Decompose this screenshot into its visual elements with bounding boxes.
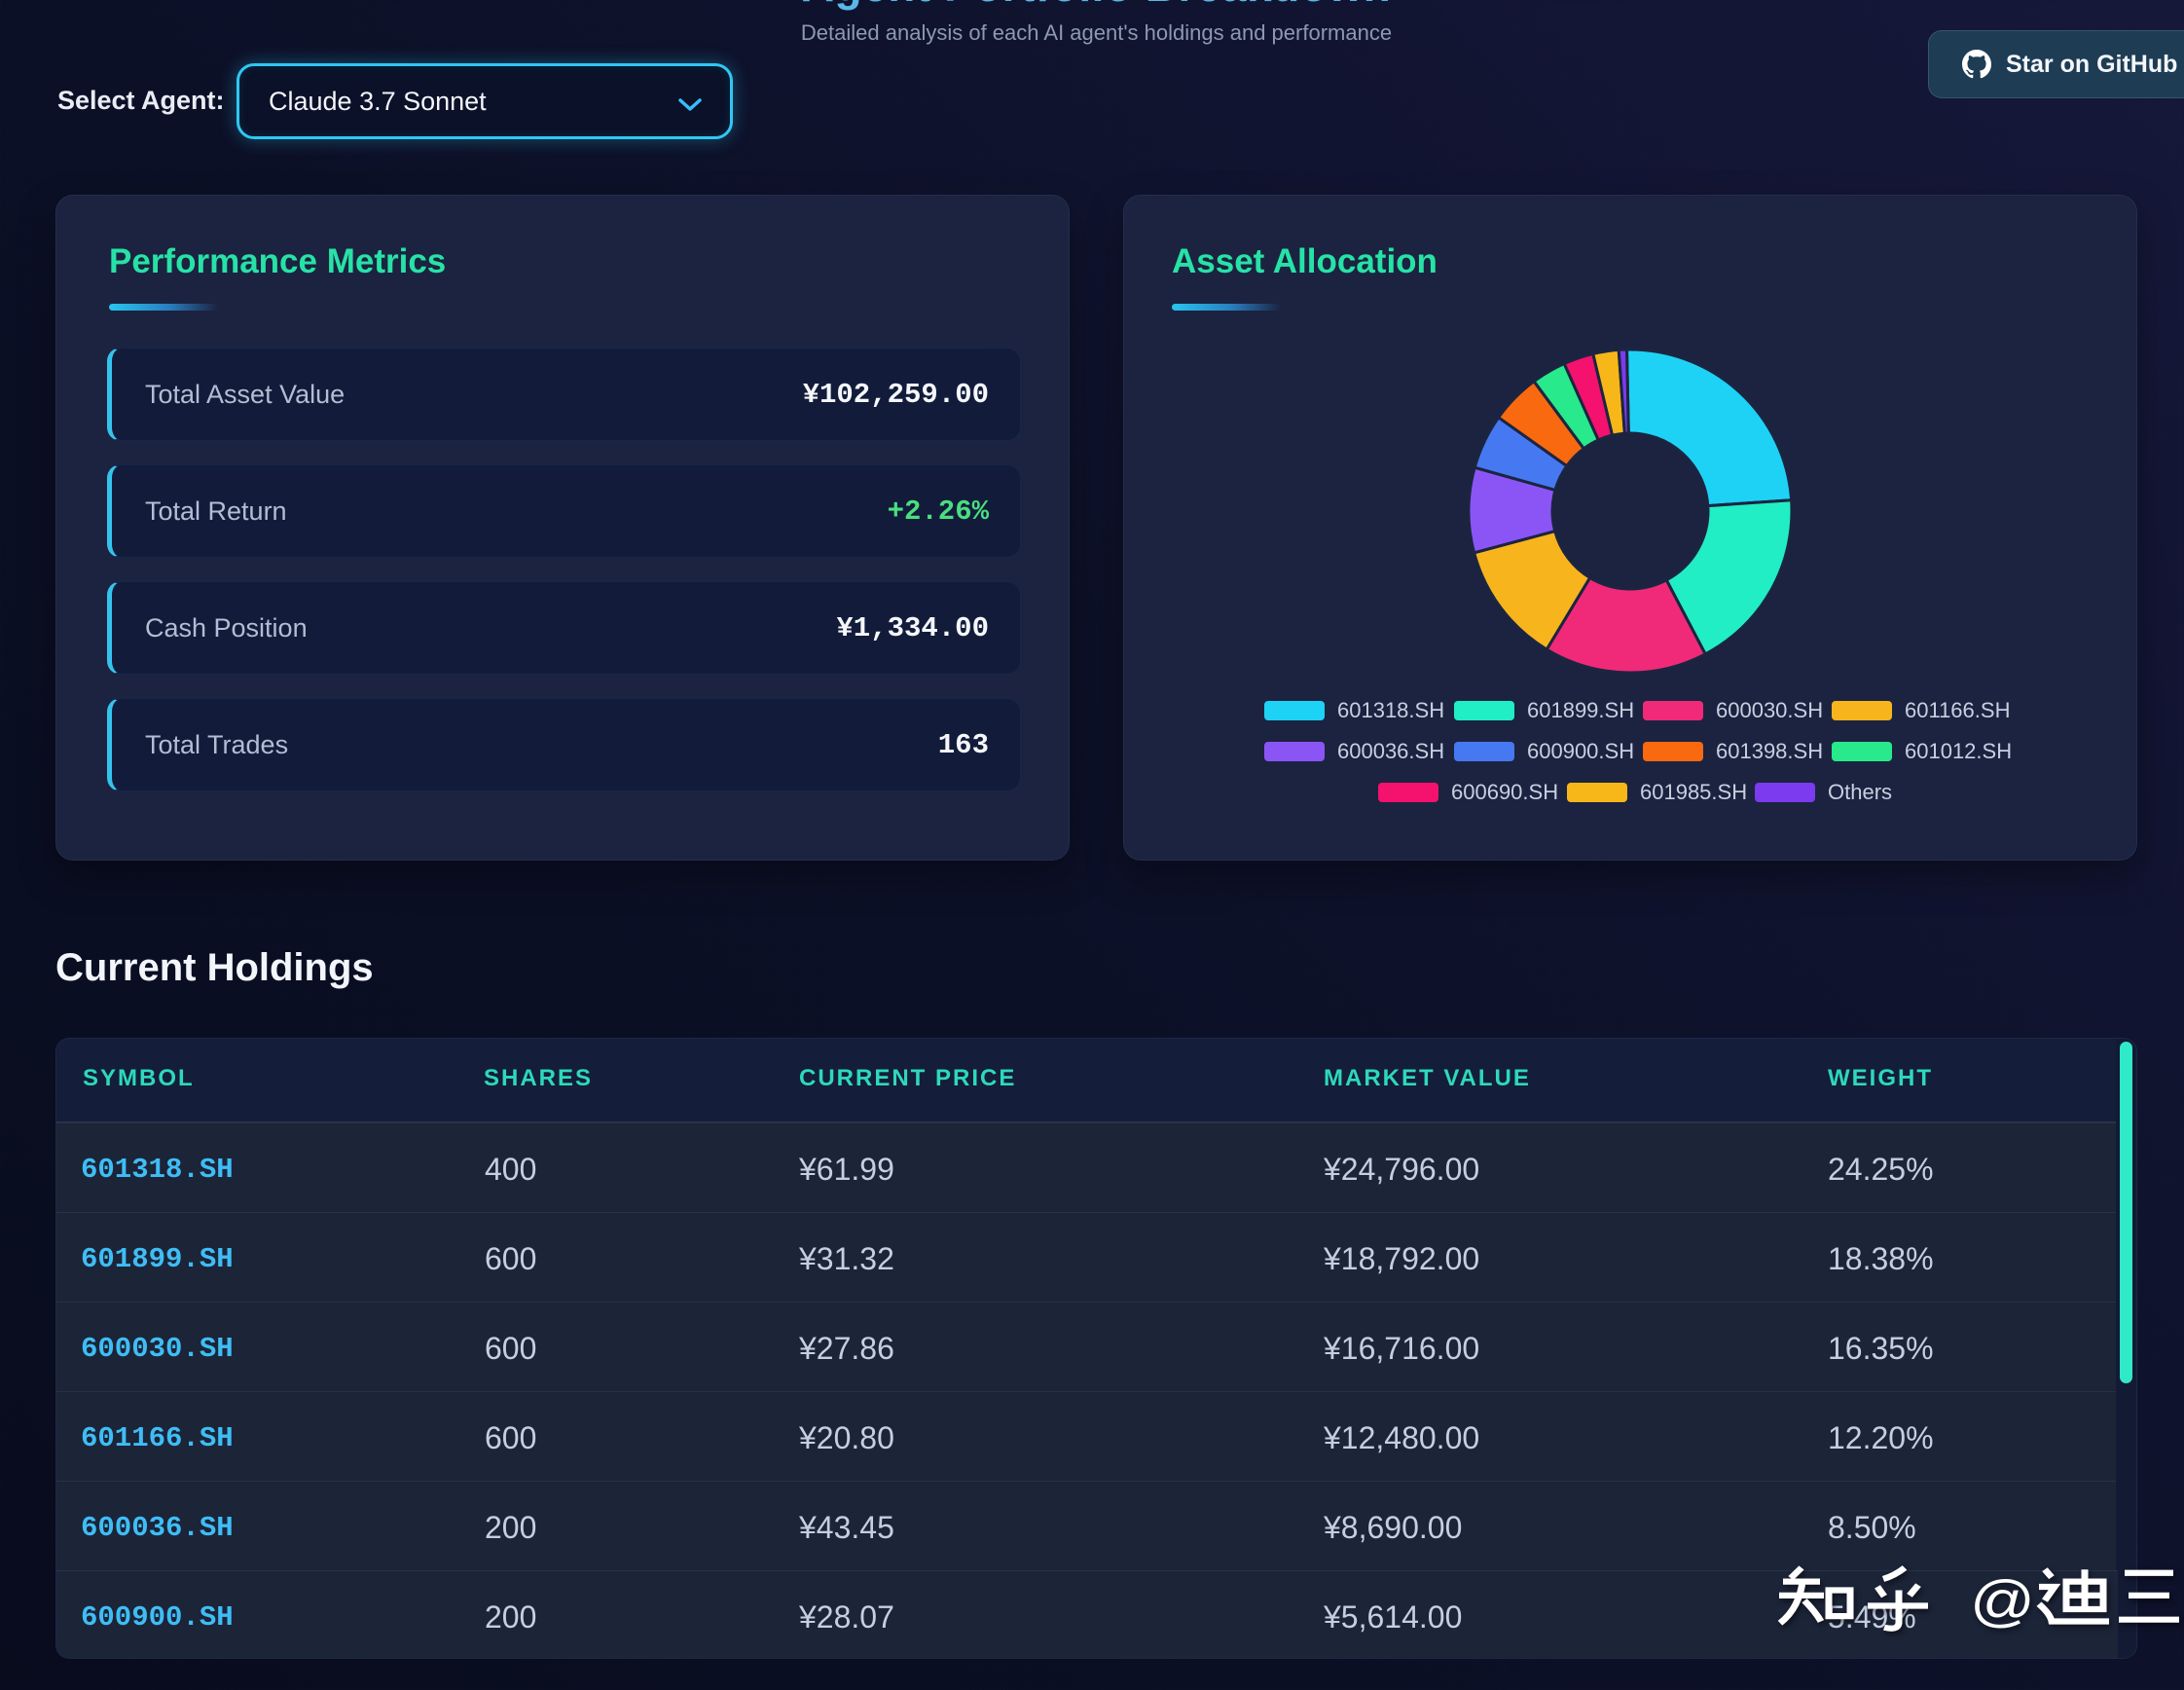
svg-text:@: @ [1970, 1570, 2035, 1633]
